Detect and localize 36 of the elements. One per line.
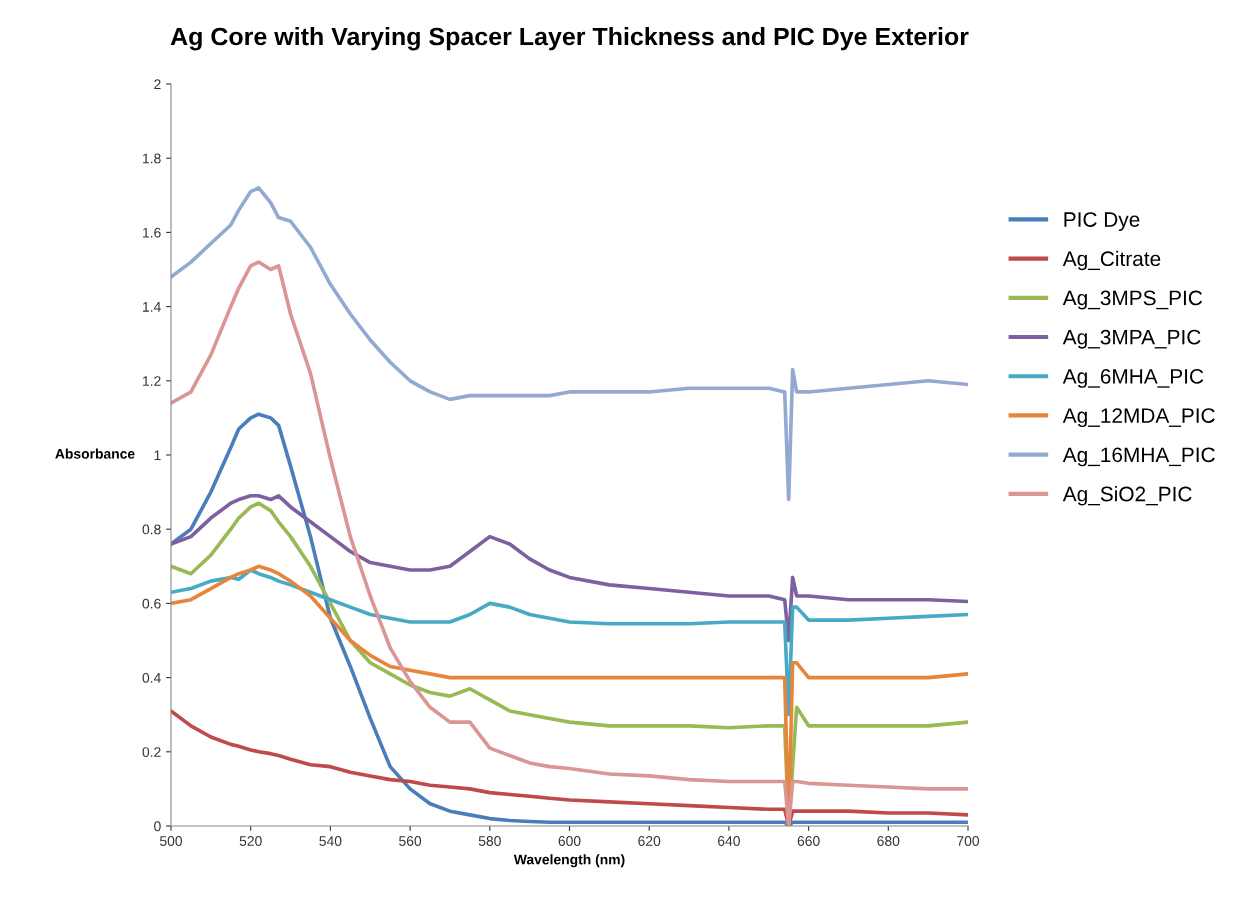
y-axis-title: Absorbance	[55, 448, 135, 459]
legend-label: Ag_6MHA_PIC	[1062, 368, 1204, 388]
y-tick-label: 1.2	[143, 376, 161, 386]
y-tick-label: 1.4	[143, 302, 161, 312]
line-series	[171, 186, 968, 502]
y-tick-label: 0	[154, 821, 161, 832]
y-tick-label: 1.8	[143, 153, 161, 164]
x-tick-label: 660	[797, 836, 820, 846]
y-tick-label: 1.6	[143, 227, 161, 238]
legend-label: Ag_12MDA_PIC	[1062, 408, 1215, 428]
y-tick-label: 2	[154, 79, 161, 90]
line-series	[171, 568, 968, 717]
x-tick-label: 580	[478, 836, 501, 846]
y-tick-label: 0.8	[142, 524, 161, 535]
x-tick-label: 520	[239, 836, 262, 846]
line-series	[171, 494, 968, 643]
x-tick-label: 640	[718, 836, 740, 846]
x-tick-label: 600	[558, 836, 581, 846]
legend-label: Ag_3MPA_PIC	[1062, 329, 1201, 349]
y-tick-label: 0.2	[142, 747, 161, 757]
legend-label: Ag_3MPS_PIC	[1062, 290, 1203, 310]
legend-label: Ag_Citrate	[1062, 250, 1161, 271]
legend-label: Ag_SiO2_PIC	[1062, 486, 1192, 506]
y-tick-label: 0.4	[142, 672, 161, 683]
x-tick-label: 700	[957, 836, 980, 846]
x-axis-title: Wavelength (nm)	[513, 854, 625, 868]
x-tick-label: 620	[638, 836, 661, 846]
x-tick-label: 560	[399, 836, 422, 846]
legend-label: Ag_16MHA_PIC	[1062, 447, 1215, 467]
x-tick-label: 680	[877, 836, 900, 846]
chart-title: Ag Core with Varying Spacer Layer Thickness and PIC Dye Exterior	[170, 26, 969, 51]
x-tick-label: 540	[319, 836, 342, 846]
y-tick-label: 0.6	[142, 598, 161, 609]
legend-label: PIC Dye	[1064, 212, 1140, 232]
x-tick-label: 500	[159, 836, 183, 846]
y-tick-label: 1	[154, 450, 161, 461]
